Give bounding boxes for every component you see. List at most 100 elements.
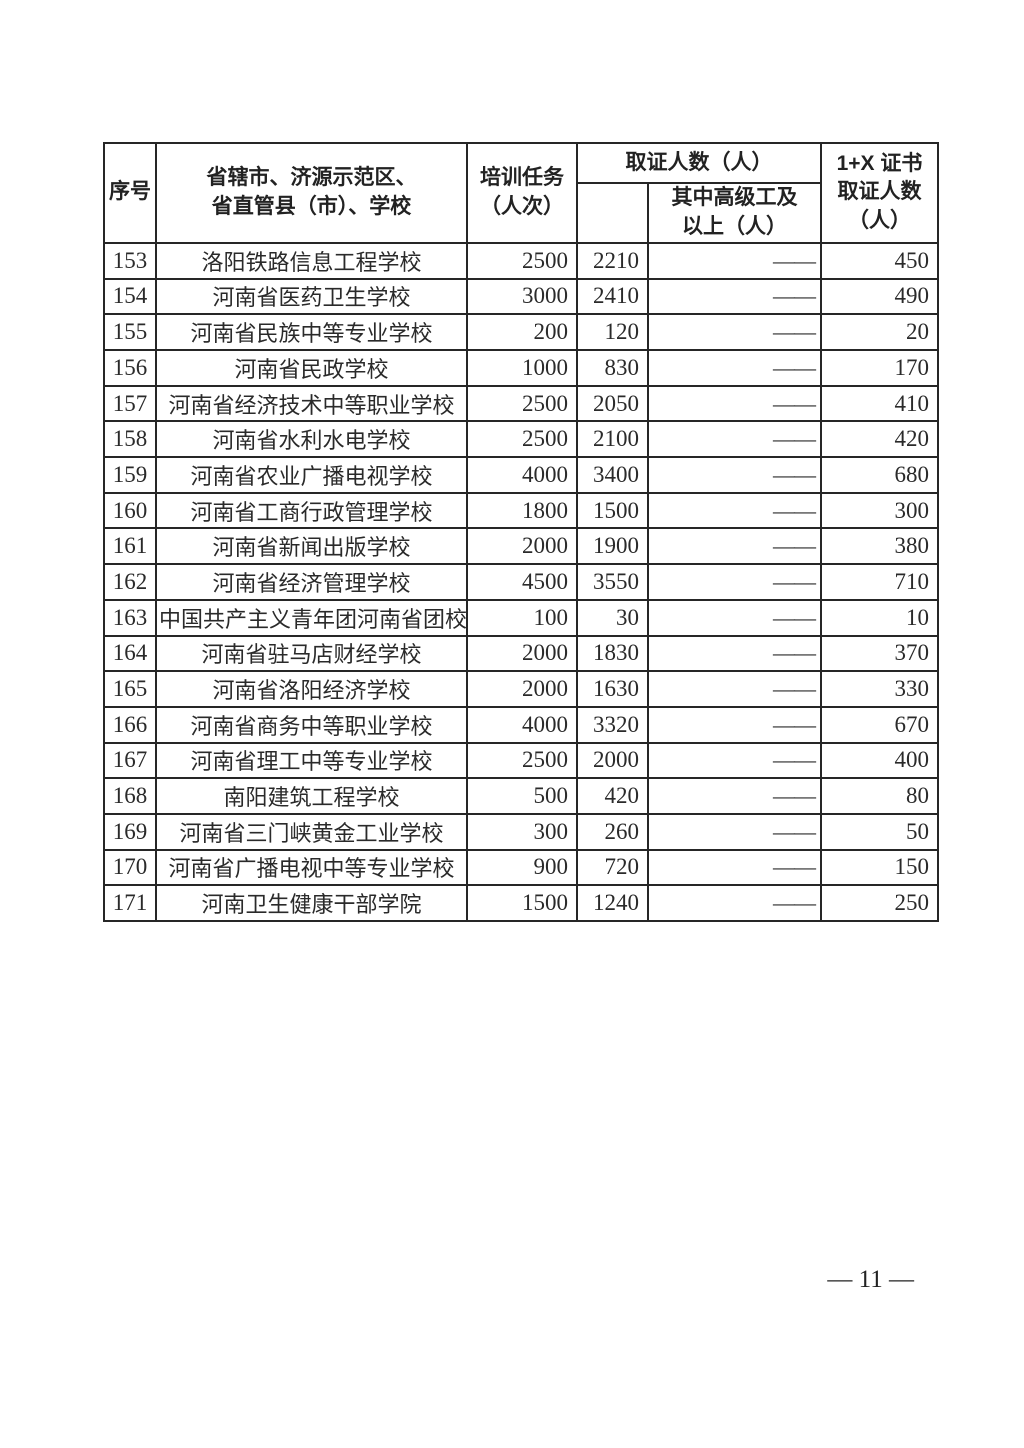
cell-training-task: 2000 (466, 634, 578, 673)
cell-training-task: 1000 (466, 349, 578, 387)
cell-cert-count: 720 (576, 848, 649, 887)
cell-cert-count: 1900 (576, 527, 649, 566)
cell-training-task: 1800 (466, 491, 578, 530)
cell-senior-cert-count: —— (647, 670, 822, 708)
cell-1x-cert-count: 400 (820, 741, 939, 780)
cell-training-task: 500 (466, 777, 578, 815)
cell-training-task: 2000 (466, 527, 578, 566)
cell-training-task: 4000 (466, 705, 578, 744)
table-row: 167 河南省理工中等专业学校 2500 2000 —— 400 (103, 741, 939, 780)
cell-school-name: 洛阳铁路信息工程学校 (155, 241, 468, 280)
cell-training-task: 4000 (466, 456, 578, 494)
cell-school-name: 中国共产主义青年团河南省团校 (155, 598, 468, 637)
header-task: 培训任务 （人次） (466, 142, 578, 244)
cell-training-task: 2000 (466, 670, 578, 708)
cell-senior-cert-count: —— (647, 491, 822, 530)
cell-1x-cert-count: 20 (820, 313, 939, 351)
table-row: 160 河南省工商行政管理学校 1800 1500 —— 300 (103, 491, 939, 530)
cell-senior-cert-count: —— (647, 313, 822, 351)
cell-school-name: 河南省广播电视中等专业学校 (155, 848, 468, 887)
cell-school-name: 河南省驻马店财经学校 (155, 634, 468, 673)
cell-training-task: 300 (466, 812, 578, 851)
cell-cert-count: 2100 (576, 420, 649, 459)
cell-cert-count: 2050 (576, 384, 649, 423)
cell-serial-number: 157 (103, 384, 157, 423)
cell-school-name: 河南省商务中等职业学校 (155, 705, 468, 744)
header-cert-total: 取证人数（人） (576, 142, 822, 184)
cell-senior-cert-count: —— (647, 848, 822, 887)
cell-training-task: 4500 (466, 563, 578, 601)
cell-senior-cert-count: —— (647, 277, 822, 316)
cell-school-name: 河南省经济技术中等职业学校 (155, 384, 468, 423)
table-row: 153 洛阳铁路信息工程学校 2500 2210 —— 450 (103, 241, 939, 280)
cell-serial-number: 165 (103, 670, 157, 708)
cell-school-name: 河南省民族中等专业学校 (155, 313, 468, 351)
cell-school-name: 南阳建筑工程学校 (155, 777, 468, 815)
cell-1x-cert-count: 370 (820, 634, 939, 673)
cell-1x-cert-count: 710 (820, 563, 939, 601)
table-body: 153 洛阳铁路信息工程学校 2500 2210 —— 450 154 河南省医… (103, 241, 939, 922)
table-row: 168 南阳建筑工程学校 500 420 —— 80 (103, 777, 939, 815)
table-row: 162 河南省经济管理学校 4500 3550 —— 710 (103, 563, 939, 601)
cell-cert-count: 2000 (576, 741, 649, 780)
cell-serial-number: 167 (103, 741, 157, 780)
cell-cert-count: 3550 (576, 563, 649, 601)
cell-serial-number: 164 (103, 634, 157, 673)
cell-serial-number: 171 (103, 884, 157, 922)
cell-1x-cert-count: 490 (820, 277, 939, 316)
cell-senior-cert-count: —— (647, 777, 822, 815)
cell-cert-count: 3320 (576, 705, 649, 744)
table-row: 155 河南省民族中等专业学校 200 120 —— 20 (103, 313, 939, 351)
cell-1x-cert-count: 80 (820, 777, 939, 815)
cell-training-task: 2500 (466, 420, 578, 459)
header-row-1: 序号 省辖市、济源示范区、 省直管县（市）、学校 培训任务 （人次） 取证人数（… (103, 142, 939, 244)
cell-school-name: 河南省工商行政管理学校 (155, 491, 468, 530)
table-row: 154 河南省医药卫生学校 3000 2410 —— 490 (103, 277, 939, 316)
cell-1x-cert-count: 250 (820, 884, 939, 922)
cell-senior-cert-count: —— (647, 384, 822, 423)
cell-serial-number: 153 (103, 241, 157, 280)
cell-serial-number: 168 (103, 777, 157, 815)
cell-training-task: 2500 (466, 241, 578, 280)
cell-cert-count: 1630 (576, 670, 649, 708)
cell-cert-count: 2410 (576, 277, 649, 316)
cell-1x-cert-count: 10 (820, 598, 939, 637)
cell-senior-cert-count: —— (647, 456, 822, 494)
training-certification-table: 序号 省辖市、济源示范区、 省直管县（市）、学校 培训任务 （人次） 取证人数（… (103, 142, 939, 922)
cell-1x-cert-count: 150 (820, 848, 939, 887)
cell-1x-cert-count: 680 (820, 456, 939, 494)
cell-serial-number: 158 (103, 420, 157, 459)
cell-school-name: 河南省新闻出版学校 (155, 527, 468, 566)
cell-serial-number: 170 (103, 848, 157, 887)
table-row: 161 河南省新闻出版学校 2000 1900 —— 380 (103, 527, 939, 566)
table-row: 170 河南省广播电视中等专业学校 900 720 —— 150 (103, 848, 939, 887)
cell-cert-count: 2210 (576, 241, 649, 280)
cell-serial-number: 155 (103, 313, 157, 351)
header-cert-senior: 其中高级工及 以上（人） (647, 182, 822, 244)
cell-training-task: 100 (466, 598, 578, 637)
table-header: 序号 省辖市、济源示范区、 省直管县（市）、学校 培训任务 （人次） 取证人数（… (103, 142, 939, 244)
cell-serial-number: 161 (103, 527, 157, 566)
cell-school-name: 河南省洛阳经济学校 (155, 670, 468, 708)
cell-senior-cert-count: —— (647, 420, 822, 459)
table-row: 171 河南卫生健康干部学院 1500 1240 —— 250 (103, 884, 939, 922)
cell-training-task: 3000 (466, 277, 578, 316)
cell-serial-number: 160 (103, 491, 157, 530)
cell-cert-count: 120 (576, 313, 649, 351)
cell-cert-count: 1500 (576, 491, 649, 530)
cell-serial-number: 162 (103, 563, 157, 601)
table-row: 165 河南省洛阳经济学校 2000 1630 —— 330 (103, 670, 939, 708)
table-row: 156 河南省民政学校 1000 830 —— 170 (103, 349, 939, 387)
cell-training-task: 900 (466, 848, 578, 887)
cell-school-name: 河南卫生健康干部学院 (155, 884, 468, 922)
cell-school-name: 河南省民政学校 (155, 349, 468, 387)
header-index: 序号 (103, 142, 157, 244)
cell-cert-count: 1830 (576, 634, 649, 673)
cell-training-task: 200 (466, 313, 578, 351)
cell-training-task: 2500 (466, 741, 578, 780)
cell-senior-cert-count: —— (647, 705, 822, 744)
cell-school-name: 河南省农业广播电视学校 (155, 456, 468, 494)
cell-senior-cert-count: —— (647, 527, 822, 566)
cell-training-task: 2500 (466, 384, 578, 423)
